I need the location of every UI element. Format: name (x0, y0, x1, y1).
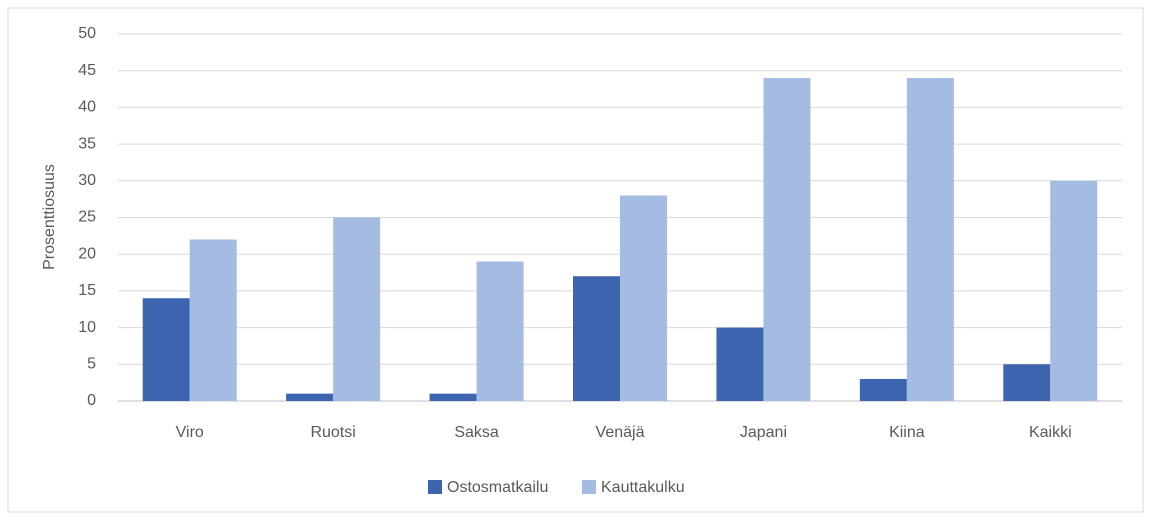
y-tick-label: 20 (78, 245, 96, 262)
x-tick-label: Kiina (889, 424, 925, 441)
bar (333, 217, 381, 401)
bar (189, 239, 237, 401)
legend-label: Ostosmatkailu (447, 479, 548, 496)
y-tick-label: 15 (78, 282, 96, 299)
bar (716, 327, 764, 401)
bar (429, 393, 477, 401)
y-tick-label: 35 (78, 135, 96, 152)
x-tick-label: Venäjä (596, 424, 645, 441)
y-tick-label: 30 (78, 172, 96, 189)
legend-swatch (428, 480, 442, 494)
bar (859, 378, 907, 401)
x-tick-label: Ruotsi (310, 424, 355, 441)
y-tick-label: 25 (78, 209, 96, 226)
bar (573, 276, 620, 401)
bar (1050, 180, 1098, 401)
y-axis-label: Prosenttiosuus (41, 164, 58, 270)
bar (906, 78, 954, 401)
y-tick-label: 50 (78, 25, 96, 42)
legend-label: Kauttakulku (601, 479, 685, 496)
bar (142, 298, 190, 401)
legend-swatch (582, 480, 596, 494)
y-tick-label: 5 (87, 356, 96, 373)
y-tick-label: 10 (78, 319, 96, 336)
x-tick-label: Viro (176, 424, 204, 441)
x-tick-label: Saksa (454, 424, 499, 441)
bar (763, 78, 811, 401)
bar (1003, 364, 1051, 401)
x-tick-label: Kaikki (1029, 424, 1072, 441)
y-tick-label: 45 (78, 62, 96, 79)
x-tick-label: Japani (740, 424, 787, 441)
y-tick-label: 0 (87, 392, 96, 409)
bar (620, 195, 667, 401)
y-tick-label: 40 (78, 99, 96, 116)
bar (476, 261, 524, 401)
bar (286, 393, 334, 401)
